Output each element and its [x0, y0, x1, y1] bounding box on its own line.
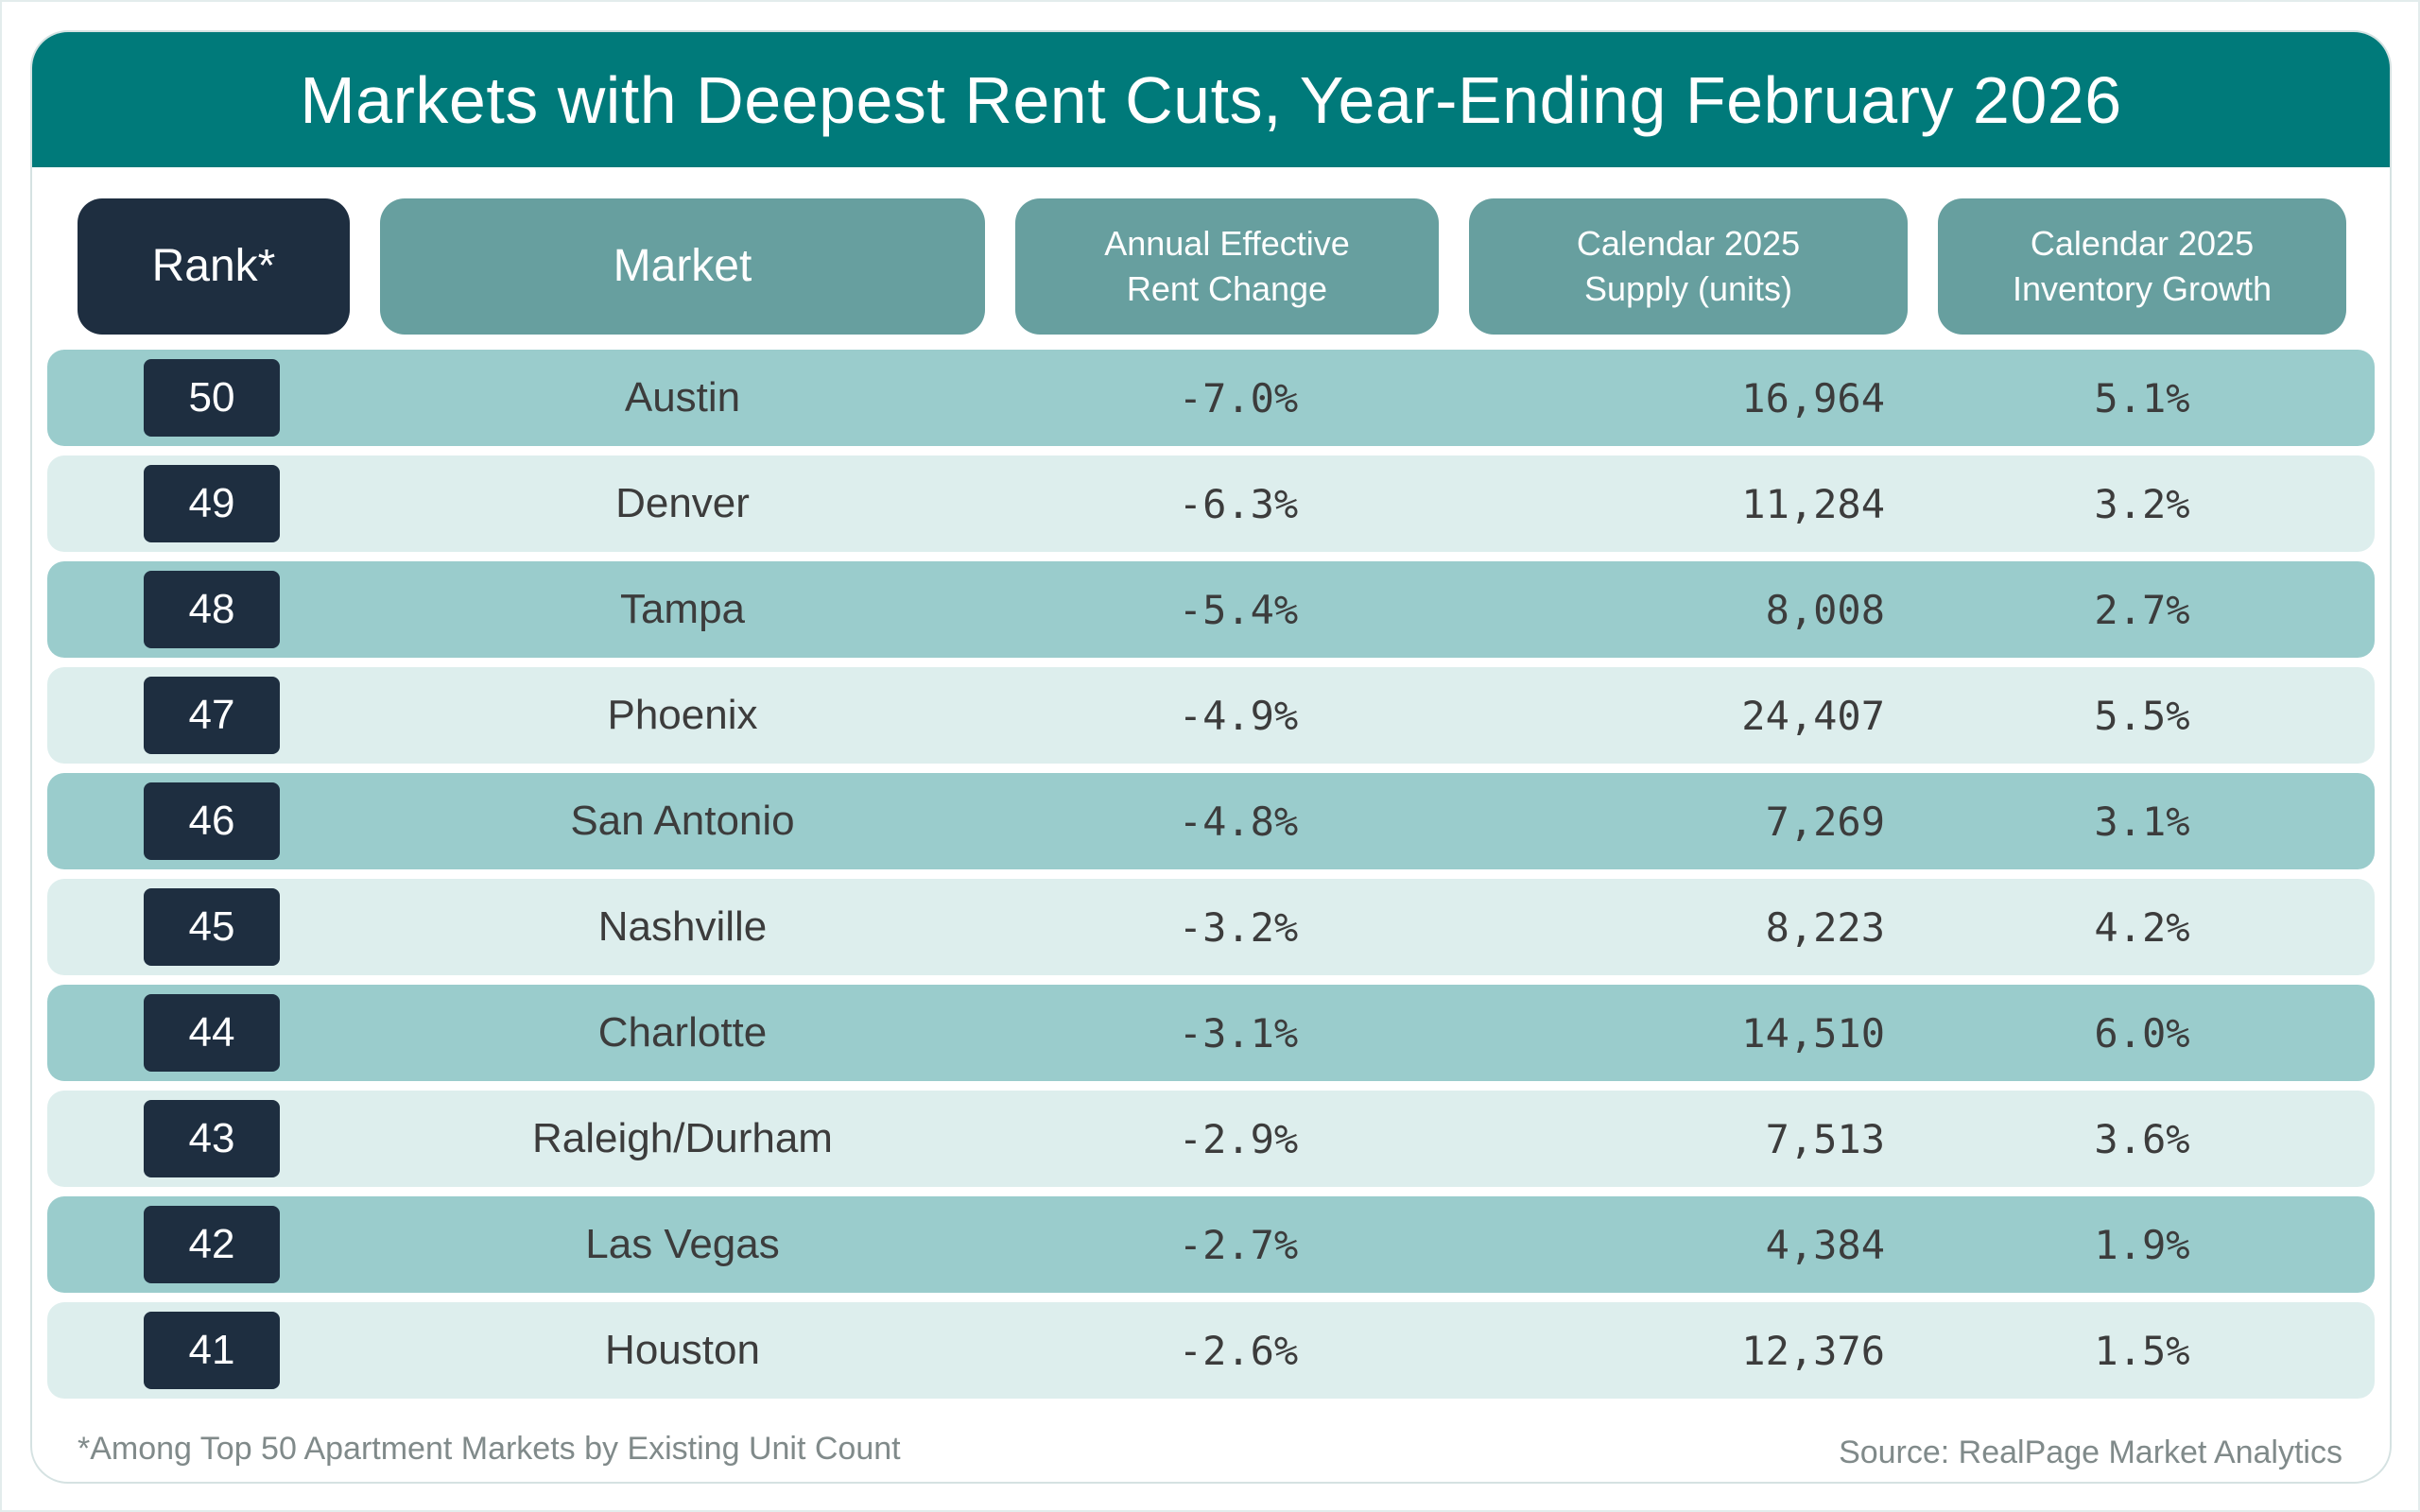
- supply-cell: 8,008: [1765, 586, 1885, 633]
- rent-change-cell: -6.3%: [1178, 480, 1299, 527]
- rank-badge: 44: [144, 994, 280, 1072]
- supply-cell: 8,223: [1765, 903, 1885, 951]
- rent-change-cell: -2.6%: [1178, 1327, 1299, 1374]
- inventory-growth-cell: 3.2%: [2094, 480, 2190, 527]
- rank-badge: 46: [144, 782, 280, 860]
- inventory-growth-cell: 5.5%: [2094, 692, 2190, 739]
- market-cell: Phoenix: [607, 692, 758, 738]
- supply-cell: 16,964: [1741, 374, 1885, 421]
- table-row: 42 Las Vegas -2.7% 4,384 1.9%: [47, 1196, 2375, 1293]
- rank-badge: 41: [144, 1312, 280, 1389]
- header-rank: Rank*: [78, 198, 350, 335]
- market-cell: Tampa: [619, 586, 746, 632]
- rank-badge: 47: [144, 677, 280, 754]
- rent-change-cell: -7.0%: [1178, 374, 1299, 421]
- table-row: 46 San Antonio -4.8% 7,269 3.1%: [47, 773, 2375, 869]
- supply-cell: 7,269: [1765, 798, 1885, 845]
- market-cell: Denver: [615, 480, 750, 526]
- table-row: 48 Tampa -5.4% 8,008 2.7%: [47, 561, 2375, 658]
- inventory-growth-cell: 6.0%: [2094, 1009, 2190, 1057]
- rent-change-cell: -2.9%: [1178, 1115, 1299, 1162]
- table-row: 43 Raleigh/Durham -2.9% 7,513 3.6%: [47, 1091, 2375, 1187]
- inventory-growth-cell: 4.2%: [2094, 903, 2190, 951]
- source-note: Source: RealPage Market Analytics: [1839, 1435, 2342, 1470]
- rent-change-cell: -2.7%: [1178, 1221, 1299, 1268]
- inventory-growth-cell: 2.7%: [2094, 586, 2190, 633]
- rent-change-cell: -3.2%: [1178, 903, 1299, 951]
- header-rent-change: Annual Effective Rent Change: [1015, 198, 1439, 335]
- market-cell: Houston: [605, 1327, 760, 1373]
- table-row: 49 Denver -6.3% 11,284 3.2%: [47, 455, 2375, 552]
- rent-change-cell: -5.4%: [1178, 586, 1299, 633]
- rank-badge: 43: [144, 1100, 280, 1177]
- header-market: Market: [380, 198, 985, 335]
- header-supply: Calendar 2025 Supply (units): [1469, 198, 1908, 335]
- market-cell: Las Vegas: [585, 1221, 780, 1267]
- rent-change-cell: -4.9%: [1178, 692, 1299, 739]
- rank-badge: 45: [144, 888, 280, 966]
- table-row: 47 Phoenix -4.9% 24,407 5.5%: [47, 667, 2375, 764]
- rank-badge: 42: [144, 1206, 280, 1283]
- inventory-growth-cell: 1.5%: [2094, 1327, 2190, 1374]
- rent-change-cell: -4.8%: [1178, 798, 1299, 845]
- inventory-growth-cell: 3.6%: [2094, 1115, 2190, 1162]
- table-row: 50 Austin -7.0% 16,964 5.1%: [47, 350, 2375, 446]
- inventory-growth-cell: 1.9%: [2094, 1221, 2190, 1268]
- market-cell: Nashville: [597, 903, 768, 950]
- footnote: *Among Top 50 Apartment Markets by Exist…: [78, 1431, 901, 1467]
- inventory-growth-cell: 5.1%: [2094, 374, 2190, 421]
- inventory-growth-cell: 3.1%: [2094, 798, 2190, 845]
- market-cell: San Antonio: [570, 798, 795, 844]
- supply-cell: 7,513: [1765, 1115, 1885, 1162]
- supply-cell: 24,407: [1741, 692, 1885, 739]
- supply-cell: 11,284: [1741, 480, 1885, 527]
- header-inventory-growth: Calendar 2025 Inventory Growth: [1938, 198, 2346, 335]
- rank-badge: 49: [144, 465, 280, 542]
- table-card: Markets with Deepest Rent Cuts, Year-End…: [30, 30, 2392, 1484]
- supply-cell: 14,510: [1741, 1009, 1885, 1057]
- page-title: Markets with Deepest Rent Cuts, Year-End…: [32, 32, 2390, 167]
- table-row: 44 Charlotte -3.1% 14,510 6.0%: [47, 985, 2375, 1081]
- table-row: 45 Nashville -3.2% 8,223 4.2%: [47, 879, 2375, 975]
- rent-change-cell: -3.1%: [1178, 1009, 1299, 1057]
- table-row: 41 Houston -2.6% 12,376 1.5%: [47, 1302, 2375, 1399]
- rank-badge: 50: [144, 359, 280, 437]
- supply-cell: 4,384: [1765, 1221, 1885, 1268]
- market-cell: Raleigh/Durham: [532, 1115, 833, 1161]
- market-cell: Austin: [624, 374, 741, 421]
- supply-cell: 12,376: [1741, 1327, 1885, 1374]
- rank-badge: 48: [144, 571, 280, 648]
- market-cell: Charlotte: [597, 1009, 768, 1056]
